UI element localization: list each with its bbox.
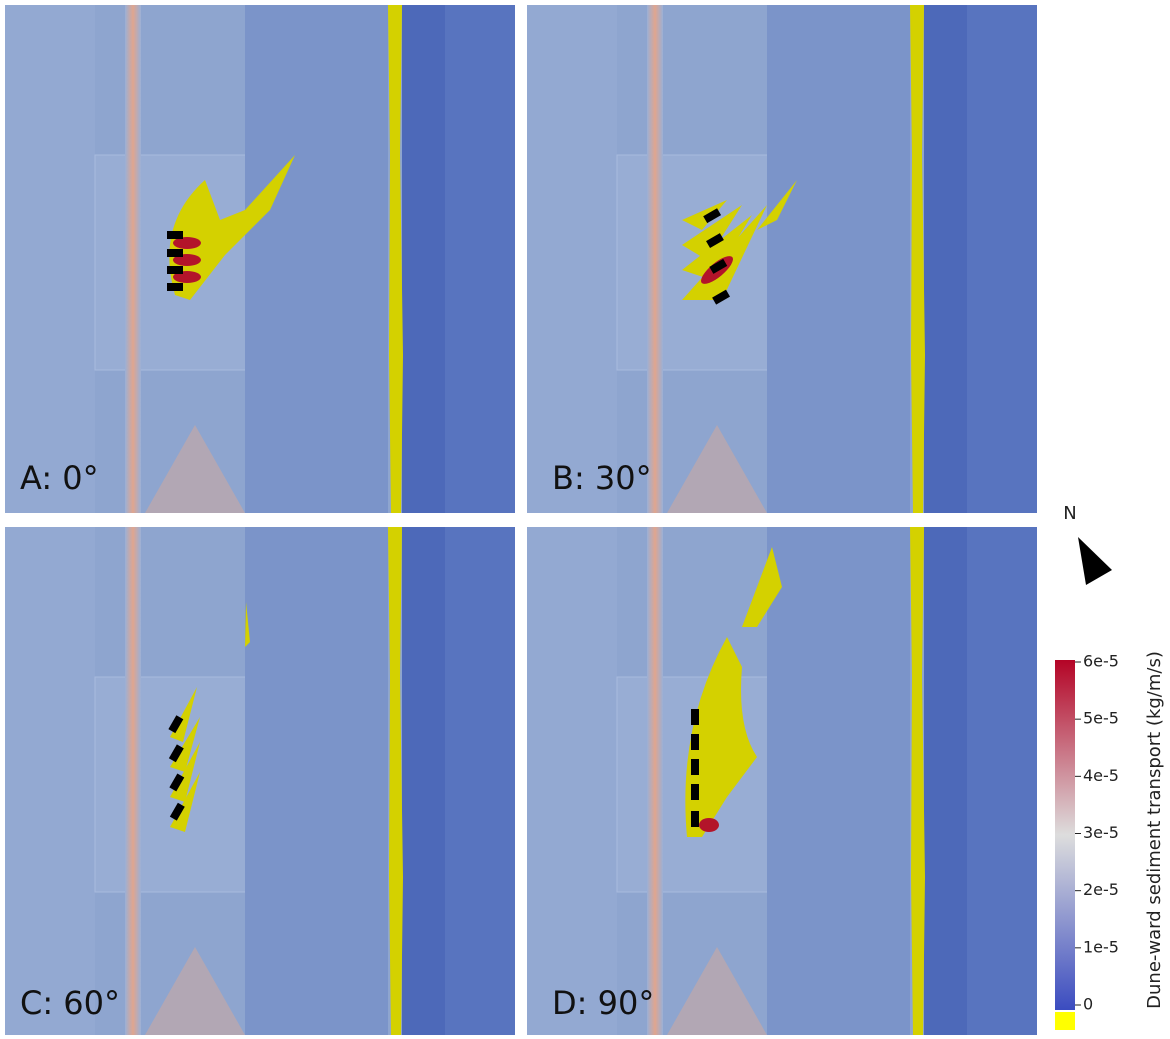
colorbar: Dune-ward sediment transport (kg/m/s) 6e… bbox=[1055, 651, 1165, 1030]
panel-c: C: 60° bbox=[5, 527, 515, 1035]
panel-b: B: 30° bbox=[527, 5, 1037, 513]
north-arrow bbox=[1078, 537, 1112, 585]
panel-a: A: 0° bbox=[5, 5, 515, 513]
colorbar-tick-label: 2e-5 bbox=[1083, 880, 1119, 899]
colorbar-tick-label: 5e-5 bbox=[1083, 709, 1119, 728]
north-label: N bbox=[1063, 503, 1076, 524]
figure: A: 0° B: 30° C: 60° D: 90° N Dune-ward s… bbox=[0, 0, 1170, 1035]
panel-label: C: 60° bbox=[20, 984, 120, 1022]
colorbar-tick-label: 6e-5 bbox=[1083, 652, 1119, 671]
colorbar-title: Dune-ward sediment transport (kg/m/s) bbox=[1144, 651, 1165, 1009]
colorbar-tick-label: 1e-5 bbox=[1083, 937, 1119, 956]
panel-label: B: 30° bbox=[552, 459, 652, 497]
colorbar-zero-swatch bbox=[1055, 1012, 1075, 1030]
colorbar-tick-label: 0 bbox=[1083, 995, 1093, 1014]
colorbar-tick-label: 4e-5 bbox=[1083, 766, 1119, 785]
colorbar-scale bbox=[1055, 660, 1075, 1010]
colorbar-tick-label: 3e-5 bbox=[1083, 823, 1119, 842]
panel-label: A: 0° bbox=[20, 459, 99, 497]
panel-d: D: 90° bbox=[527, 527, 1037, 1035]
panel-label: D: 90° bbox=[552, 984, 654, 1022]
